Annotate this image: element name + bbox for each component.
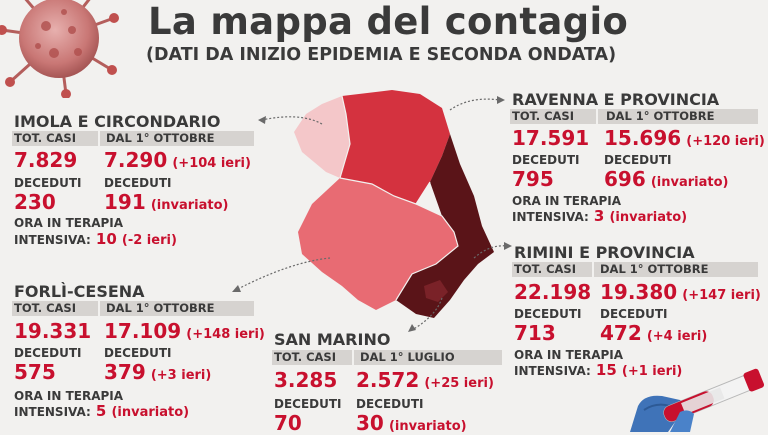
deceduti-tot-value: 575 [14, 360, 56, 384]
deceduti-period-value: 696 [604, 167, 646, 191]
period-header: DAL 1° OTTOBRE [106, 131, 215, 145]
tot-casi-value: 19.331 [14, 319, 92, 343]
period-header: DAL 1° LUGLIO [360, 350, 455, 364]
period-casi-note: (+148 ieri) [186, 327, 265, 342]
ti-note: (-2 ieri) [121, 233, 177, 248]
region-title: RIMINI E PROVINCIA [514, 243, 695, 262]
deceduti-period-note: (invariato) [650, 175, 729, 190]
deceduti-label: DECEDUTI [274, 397, 342, 411]
region-title: IMOLA E CIRCONDARIO [14, 112, 221, 131]
period-casi-value: 2.572 [356, 368, 420, 392]
deceduti-period-note: (invariato) [388, 419, 467, 434]
table-header: TOT. CASI DAL 1° OTTOBRE [510, 109, 758, 124]
virus-illustration [0, 0, 119, 98]
ti-note: (invariato) [609, 210, 688, 225]
tot-casi-value: 22.198 [514, 280, 592, 304]
deceduti-period-value: 191 [104, 190, 146, 214]
deceduti-label: DECEDUTI [600, 307, 668, 321]
period-header: DAL 1° OTTOBRE [600, 262, 709, 276]
deceduti-period-value: 379 [104, 360, 146, 384]
tot-casi-value: 3.285 [274, 368, 338, 392]
deceduti-period-value: 472 [600, 321, 642, 345]
period-casi-value: 7.290 [104, 148, 168, 172]
period-casi-note: (+25 ieri) [424, 376, 494, 391]
tot-casi-header: TOT. CASI [14, 131, 76, 145]
deceduti-label: DECEDUTI [104, 346, 172, 360]
tot-casi-header: TOT. CASI [14, 301, 76, 315]
deceduti-tot-value: 795 [512, 167, 554, 191]
ti-note: (+1 ieri) [621, 364, 683, 379]
deceduti-tot-value: 70 [274, 411, 302, 435]
period-header: DAL 1° OTTOBRE [606, 109, 715, 123]
deceduti-label: DECEDUTI [514, 307, 582, 321]
tot-casi-header: TOT. CASI [514, 262, 576, 276]
deceduti-period-value: 30 [356, 411, 384, 435]
ti-value: 3 [593, 207, 605, 225]
region-title: RAVENNA E PROVINCIA [512, 90, 720, 109]
ti-note: (invariato) [111, 405, 190, 420]
tot-casi-header: TOT. CASI [274, 350, 336, 364]
table-header: TOT. CASI DAL 1° OTTOBRE [512, 262, 758, 277]
province-map [294, 90, 494, 318]
deceduti-period-note: (invariato) [150, 198, 229, 213]
page-title: La mappa del contagio [148, 0, 629, 43]
map-forli-area [298, 178, 458, 310]
deceduti-period-note: (+3 ieri) [150, 368, 212, 383]
period-header: DAL 1° OTTOBRE [106, 301, 215, 315]
tot-casi-header: TOT. CASI [512, 109, 574, 123]
deceduti-label: DECEDUTI [14, 346, 82, 360]
map-rimini-area [396, 134, 494, 318]
deceduti-label: DECEDUTI [14, 176, 82, 190]
period-casi-note: (+147 ieri) [682, 288, 761, 303]
deceduti-tot-value: 713 [514, 321, 556, 345]
deceduti-period-note: (+4 ieri) [646, 329, 708, 344]
ti-label: ORA IN TERAPIA [14, 389, 124, 403]
ti-label-2: INTENSIVA: [14, 233, 91, 247]
table-header: TOT. CASI DAL 1° LUGLIO [272, 350, 502, 365]
table-header: TOT. CASI DAL 1° OTTOBRE [12, 131, 254, 146]
ti-label-2: INTENSIVA: [512, 210, 589, 224]
period-casi-value: 17.109 [104, 319, 182, 343]
ti-label: ORA IN TERAPIA [14, 216, 124, 230]
ti-value: 10 [95, 230, 117, 248]
page-subtitle: (DATI DA INIZIO EPIDEMIA E SECONDA ONDAT… [146, 45, 617, 65]
deceduti-label: DECEDUTI [104, 176, 172, 190]
period-casi-value: 15.696 [604, 126, 682, 150]
period-casi-value: 19.380 [600, 280, 678, 304]
deceduti-tot-value: 230 [14, 190, 56, 214]
deceduti-label: DECEDUTI [512, 153, 580, 167]
period-casi-note: (+120 ieri) [686, 134, 765, 149]
region-title: FORLÌ-CESENA [14, 282, 145, 301]
tot-casi-value: 7.829 [14, 148, 78, 172]
period-casi-note: (+104 ieri) [172, 156, 251, 171]
ti-label-2: INTENSIVA: [514, 364, 591, 378]
ti-label: ORA IN TERAPIA [514, 348, 624, 362]
deceduti-label: DECEDUTI [356, 397, 424, 411]
ti-value: 15 [595, 361, 617, 379]
deceduti-label: DECEDUTI [604, 153, 672, 167]
tot-casi-value: 17.591 [512, 126, 590, 150]
ti-value: 5 [95, 402, 107, 420]
ti-label-2: INTENSIVA: [14, 405, 91, 419]
region-title: SAN MARINO [274, 330, 391, 349]
map-ravenna-area [340, 90, 450, 204]
table-header: TOT. CASI DAL 1° OTTOBRE [12, 301, 254, 316]
map-sanmarino-area [424, 280, 448, 302]
test-tube-illustration [630, 368, 765, 432]
map-imola-area [294, 96, 350, 178]
ti-label: ORA IN TERAPIA [512, 194, 622, 208]
